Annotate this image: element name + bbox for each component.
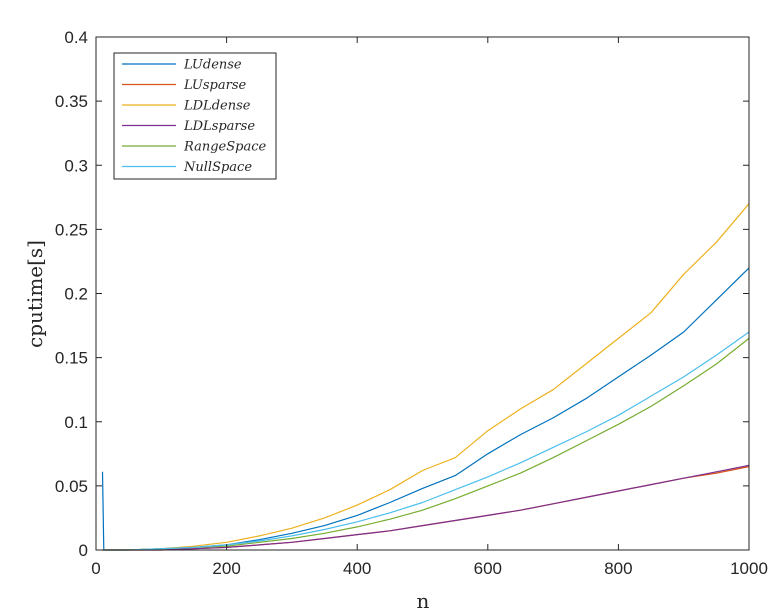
legend-label: LUdense xyxy=(183,58,242,73)
y-tick-label: 0.35 xyxy=(55,92,88,111)
y-tick-label: 0 xyxy=(79,541,88,560)
series-line-nullspace xyxy=(102,331,750,551)
y-tick-label: 0.2 xyxy=(64,285,88,304)
y-tick-label: 0.15 xyxy=(55,349,88,368)
y-tick-label: 0.1 xyxy=(64,413,88,432)
legend: LUdense LUsparse LDLdense LDLsparse RangeSpa… xyxy=(113,52,277,180)
series-layer xyxy=(101,203,750,551)
x-tick-label: 200 xyxy=(212,559,240,578)
legend-label: LUsparse xyxy=(183,78,247,93)
axes-layer: 0 200 400 600 800 1000 0 0.05 0.1 0.15 0.2 0.25 0.3 0… xyxy=(55,28,768,578)
x-tick-label: 0 xyxy=(91,559,100,578)
y-tick-label: 0.3 xyxy=(64,156,88,175)
series-line-ldlsparse xyxy=(102,464,750,551)
y-axis-title: cputime[s] xyxy=(23,240,47,348)
y-tick-label: 0.25 xyxy=(55,220,88,239)
x-tick-label: 600 xyxy=(474,559,502,578)
legend-label: LDLsparse xyxy=(183,119,255,134)
legend-label: NullSpace xyxy=(183,160,252,175)
x-tick-label: 800 xyxy=(604,559,632,578)
y-tick-label: 0.4 xyxy=(64,28,88,47)
y-tick-label: 0.05 xyxy=(55,477,88,496)
x-tick-label: 400 xyxy=(343,559,371,578)
legend-box xyxy=(113,52,277,180)
legend-label: RangeSpace xyxy=(183,140,266,155)
x-axis-title: n xyxy=(417,589,430,613)
x-tick-label: 1000 xyxy=(730,559,768,578)
legend-label: LDLdense xyxy=(183,99,251,114)
